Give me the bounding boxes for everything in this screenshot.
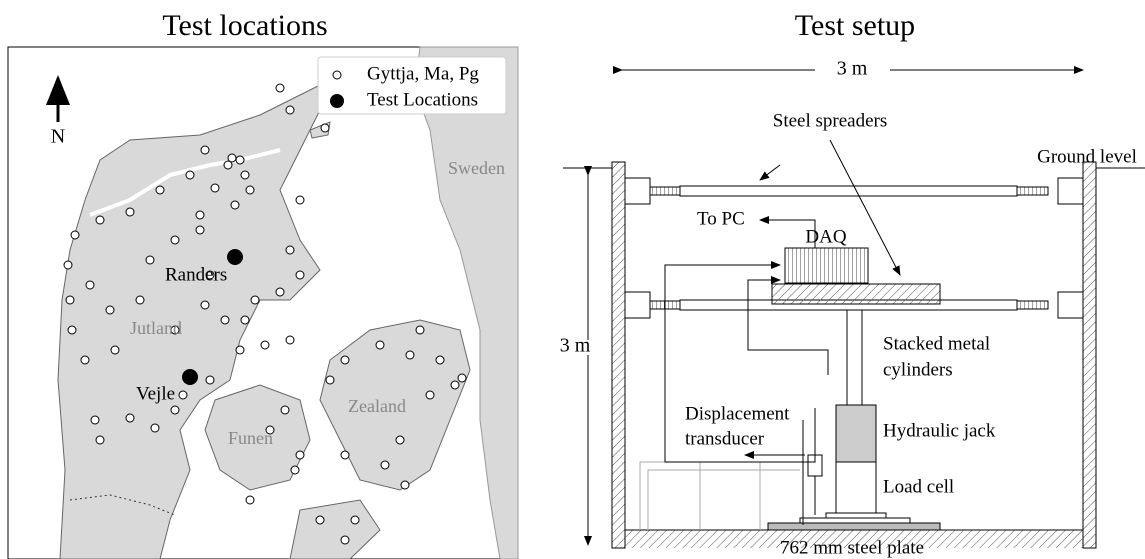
site-dot [236,346,244,354]
site-dot [286,246,294,254]
component-label: Ground level [1037,146,1137,167]
component-label: Displacement [685,403,790,424]
component-label: transducer [685,428,765,449]
component-label: 762 mm steel plate [780,537,924,558]
site-dot [296,196,304,204]
site-dot [241,171,249,179]
site-dot [146,256,154,264]
site-dot [186,171,194,179]
site-dot [296,451,304,459]
component-label: DAQ [805,226,846,247]
panel-title: Test locations [162,9,327,42]
site-dot [276,84,284,92]
site-dot [416,326,424,334]
site-dot [396,436,404,444]
site-dot [179,391,187,399]
map: Gyttja, Ma, Pg Test Locations N Sweden R… [8,47,518,559]
site-dot [341,451,349,459]
north-label: N [51,126,65,148]
site-dot [351,516,359,524]
place-label: Randers [165,264,227,285]
component-label: Steel spreaders [773,110,887,131]
site-dot [261,341,269,349]
legend-label: Gyttja, Ma, Pg [367,63,479,84]
site-dot [426,391,434,399]
site-dot [341,356,349,364]
site-dot [201,146,209,154]
component-label: Stacked metal [883,333,990,354]
site-dot [64,261,72,269]
legend-label: Test Locations [367,89,478,110]
site-dot [68,326,76,334]
site-dot [406,351,414,359]
site-dot [321,124,329,132]
page: {"left_panel":{"title":"Test locations",… [0,0,1145,559]
site-dot [96,436,104,444]
site-dot [296,271,304,279]
site-dot [171,236,179,244]
site-dot [246,186,254,194]
site-dot [241,316,249,324]
component-label: cylinders [883,359,953,380]
place-label: Zealand [348,396,406,416]
site-dot [276,288,284,296]
site-dot [224,161,232,169]
site-dot [91,416,99,424]
site-dot [211,184,219,192]
site-dot [201,301,209,309]
dimension-label: 3 m [560,335,591,357]
site-dot [151,424,159,432]
figure: Test locations Gyttja, Ma, Pg Test Locat… [0,0,1145,559]
site-dot [286,336,294,344]
component-label: Hydraulic jack [883,420,996,441]
site-dot [171,406,179,414]
place-label: Funen [228,428,273,448]
place-label: Jutland [130,318,182,338]
setup-diagram [563,70,1145,548]
site-dot [156,186,164,194]
site-dot [286,106,294,114]
place-label: Sweden [448,158,505,178]
site-dot [376,341,384,349]
site-dot [451,381,459,389]
site-dot [381,461,389,469]
site-dot [316,516,324,524]
site-dot [86,281,94,289]
place-label: Vejle [136,383,175,404]
site-dot [81,356,89,364]
dimension-label: 3 m [837,58,868,80]
site-dot [126,208,134,216]
site-dot [236,156,244,164]
site-dot [458,374,466,382]
component-label: Load cell [883,476,954,497]
site-dot [246,496,254,504]
site-dot [196,226,204,234]
site-dot [126,414,134,422]
site-dot [66,296,74,304]
site-dot [291,466,299,474]
component-label: To PC [697,208,745,229]
site-dot [106,306,114,314]
site-dot [136,296,144,304]
site-dot [71,231,79,239]
site-dot [231,201,239,209]
site-dot [111,346,119,354]
site-dot [96,216,104,224]
site-dot [206,376,214,384]
site-dot [221,316,229,324]
site-dot [196,211,204,219]
site-dot [251,296,259,304]
site-dot [341,536,349,544]
site-dot [436,356,444,364]
site-dot [326,376,334,384]
site-dot [281,406,289,414]
site-dot [401,481,409,489]
panel-title: Test setup [795,9,915,42]
